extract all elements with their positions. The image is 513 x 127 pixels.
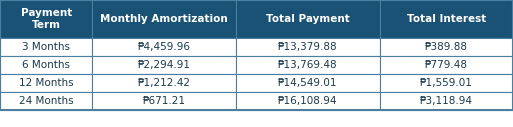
Bar [92, 38, 236, 56]
Bar [380, 92, 513, 110]
Text: ₱16,108.94: ₱16,108.94 [278, 96, 338, 106]
Text: Payment
Term: Payment Term [21, 8, 72, 30]
Bar [0, 110, 513, 127]
Bar [236, 56, 380, 74]
Text: ₱3,118.94: ₱3,118.94 [420, 96, 473, 106]
Text: ₱1,212.42: ₱1,212.42 [137, 78, 191, 88]
Bar [236, 0, 380, 38]
Text: Monthly Amortization: Monthly Amortization [100, 14, 228, 24]
Text: ₱2,294.91: ₱2,294.91 [137, 60, 191, 70]
Text: ₱13,769.48: ₱13,769.48 [278, 60, 338, 70]
Text: ₱14,549.01: ₱14,549.01 [278, 78, 338, 88]
Text: Total Interest: Total Interest [407, 14, 486, 24]
Bar [92, 56, 236, 74]
Text: ₱671.21: ₱671.21 [143, 96, 186, 106]
Bar [0, 56, 92, 74]
Text: ₱1,559.01: ₱1,559.01 [420, 78, 473, 88]
Bar [380, 56, 513, 74]
Text: 12 Months: 12 Months [19, 78, 73, 88]
Text: ₱779.48: ₱779.48 [425, 60, 468, 70]
Text: ₱13,379.88: ₱13,379.88 [278, 42, 338, 52]
Bar [380, 0, 513, 38]
Bar [92, 92, 236, 110]
Text: 24 Months: 24 Months [19, 96, 73, 106]
Bar [236, 38, 380, 56]
Bar [92, 74, 236, 92]
Bar [0, 92, 92, 110]
Text: ₱4,459.96: ₱4,459.96 [137, 42, 191, 52]
Text: Total Payment: Total Payment [266, 14, 350, 24]
Text: 6 Months: 6 Months [22, 60, 70, 70]
Bar [0, 0, 92, 38]
Text: 3 Months: 3 Months [22, 42, 70, 52]
Bar [0, 74, 92, 92]
Bar [92, 0, 236, 38]
Bar [236, 92, 380, 110]
Bar [380, 38, 513, 56]
Bar [236, 74, 380, 92]
Bar [0, 0, 513, 110]
Text: ₱389.88: ₱389.88 [425, 42, 468, 52]
Bar [380, 74, 513, 92]
Bar [0, 38, 92, 56]
